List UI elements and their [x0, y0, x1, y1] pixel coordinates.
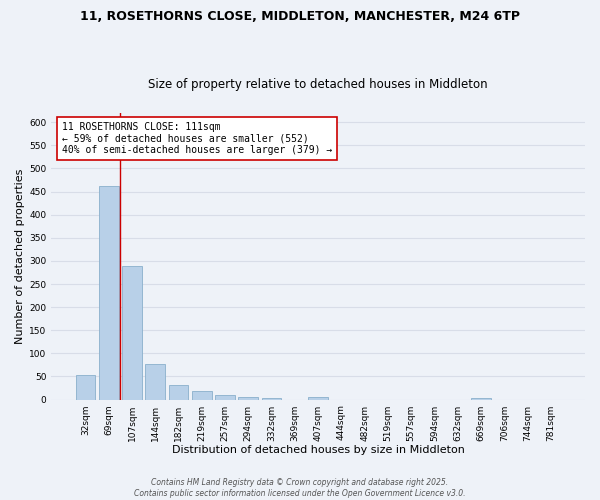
- Bar: [215, 395, 235, 400]
- Text: Contains HM Land Registry data © Crown copyright and database right 2025.
Contai: Contains HM Land Registry data © Crown c…: [134, 478, 466, 498]
- Bar: [122, 266, 142, 400]
- Bar: [308, 398, 328, 400]
- Bar: [262, 398, 281, 400]
- Y-axis label: Number of detached properties: Number of detached properties: [15, 168, 25, 344]
- Bar: [99, 186, 119, 400]
- Bar: [76, 375, 95, 400]
- Bar: [145, 364, 165, 400]
- Bar: [238, 398, 258, 400]
- Bar: [192, 392, 212, 400]
- Text: 11 ROSETHORNS CLOSE: 111sqm
← 59% of detached houses are smaller (552)
40% of se: 11 ROSETHORNS CLOSE: 111sqm ← 59% of det…: [62, 122, 332, 155]
- Bar: [471, 398, 491, 400]
- Title: Size of property relative to detached houses in Middleton: Size of property relative to detached ho…: [148, 78, 488, 91]
- X-axis label: Distribution of detached houses by size in Middleton: Distribution of detached houses by size …: [172, 445, 464, 455]
- Text: 11, ROSETHORNS CLOSE, MIDDLETON, MANCHESTER, M24 6TP: 11, ROSETHORNS CLOSE, MIDDLETON, MANCHES…: [80, 10, 520, 23]
- Bar: [169, 385, 188, 400]
